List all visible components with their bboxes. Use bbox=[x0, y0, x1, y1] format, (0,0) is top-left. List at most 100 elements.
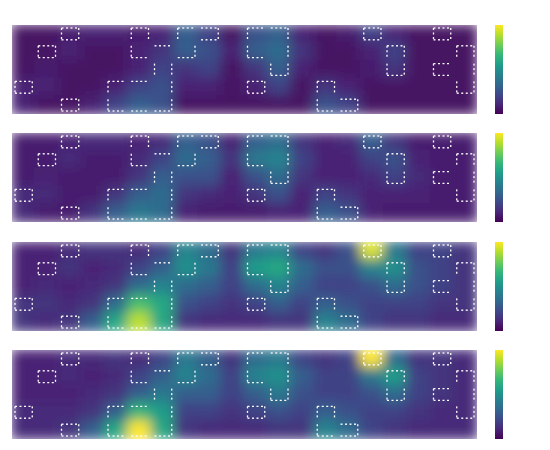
heat-cell bbox=[80, 185, 106, 206]
heat-cell bbox=[406, 258, 432, 279]
heatmap-panel bbox=[12, 350, 477, 439]
heat-cell bbox=[406, 242, 432, 261]
heat-cell bbox=[243, 59, 269, 80]
heat-cell bbox=[150, 350, 176, 369]
heat-cell bbox=[452, 77, 477, 98]
heat-cell bbox=[359, 185, 385, 206]
heat-cell bbox=[290, 149, 316, 170]
heat-cell bbox=[80, 350, 106, 369]
heat-cell bbox=[452, 25, 477, 44]
heat-cell bbox=[12, 402, 37, 423]
heat-cell bbox=[197, 258, 223, 279]
heat-cell bbox=[266, 350, 292, 369]
heat-cell bbox=[336, 312, 362, 331]
heat-cell bbox=[383, 276, 409, 297]
heat-cell bbox=[290, 41, 316, 62]
heat-cell bbox=[80, 420, 106, 439]
heat-cell bbox=[336, 95, 362, 114]
heat-cell bbox=[336, 402, 362, 423]
heat-cell bbox=[243, 402, 269, 423]
heat-cell bbox=[359, 312, 385, 331]
heat-cell bbox=[266, 402, 292, 423]
heat-cell bbox=[197, 276, 223, 297]
heat-cell bbox=[173, 312, 199, 331]
heat-cell bbox=[220, 59, 246, 80]
heat-cell bbox=[150, 25, 176, 44]
heat-cell bbox=[359, 420, 385, 439]
heat-cell bbox=[104, 167, 130, 188]
heat-cell bbox=[12, 203, 37, 222]
heat-cell bbox=[197, 95, 223, 114]
heat-cell bbox=[220, 41, 246, 62]
colorbar bbox=[495, 350, 503, 439]
heat-cell bbox=[57, 350, 83, 369]
heat-cell bbox=[429, 77, 455, 98]
heat-cell bbox=[452, 312, 477, 331]
heat-cell bbox=[336, 258, 362, 279]
heat-cell bbox=[12, 95, 37, 114]
heat-cell bbox=[266, 133, 292, 152]
heatmap-panel bbox=[12, 25, 477, 114]
heat-cell bbox=[150, 77, 176, 98]
heat-cell bbox=[290, 25, 316, 44]
heat-cell bbox=[127, 95, 153, 114]
heat-cell bbox=[429, 384, 455, 405]
heat-cell bbox=[220, 185, 246, 206]
heat-cell bbox=[104, 41, 130, 62]
heat-cell bbox=[57, 420, 83, 439]
heat-cell bbox=[313, 350, 339, 369]
heat-cell bbox=[290, 384, 316, 405]
heat-cell bbox=[57, 312, 83, 331]
heat-cell bbox=[290, 294, 316, 315]
heat-cell bbox=[104, 366, 130, 387]
heat-cell bbox=[12, 185, 37, 206]
heat-cell bbox=[243, 77, 269, 98]
heat-cell bbox=[173, 402, 199, 423]
heat-cell bbox=[12, 294, 37, 315]
heat-cell bbox=[80, 242, 106, 261]
heat-cell bbox=[383, 41, 409, 62]
heat-cell bbox=[359, 366, 385, 387]
heat-cell bbox=[452, 350, 477, 369]
heat-cell bbox=[290, 167, 316, 188]
heat-cell bbox=[290, 185, 316, 206]
heat-cell bbox=[406, 167, 432, 188]
heat-cell bbox=[104, 384, 130, 405]
heat-cell bbox=[197, 25, 223, 44]
heat-cell bbox=[34, 420, 60, 439]
heat-cell bbox=[220, 420, 246, 439]
heat-cell bbox=[12, 167, 37, 188]
cells bbox=[12, 133, 477, 222]
heat-cell bbox=[359, 77, 385, 98]
heat-cell bbox=[243, 133, 269, 152]
heat-cell bbox=[220, 258, 246, 279]
heat-cell bbox=[383, 294, 409, 315]
heat-cell bbox=[104, 133, 130, 152]
heat-cell bbox=[243, 312, 269, 331]
heat-cell bbox=[452, 41, 477, 62]
heat-cell bbox=[220, 294, 246, 315]
heat-cell bbox=[127, 77, 153, 98]
heat-cell bbox=[336, 384, 362, 405]
heat-cell bbox=[266, 242, 292, 261]
heat-cell bbox=[57, 258, 83, 279]
heat-cell bbox=[336, 242, 362, 261]
heat-cell bbox=[80, 149, 106, 170]
heat-cell bbox=[104, 420, 130, 439]
heat-cell bbox=[243, 384, 269, 405]
heat-cell bbox=[197, 366, 223, 387]
heat-cell bbox=[197, 41, 223, 62]
heat-cell bbox=[34, 384, 60, 405]
heat-cell bbox=[12, 133, 37, 152]
heat-cell bbox=[336, 167, 362, 188]
heat-cell bbox=[173, 294, 199, 315]
heat-cell bbox=[80, 258, 106, 279]
heat-cell bbox=[12, 77, 37, 98]
heat-cell bbox=[80, 59, 106, 80]
heat-cell bbox=[266, 77, 292, 98]
heat-cell bbox=[336, 276, 362, 297]
heat-cell bbox=[80, 95, 106, 114]
heat-cell bbox=[336, 203, 362, 222]
heat-cell bbox=[336, 25, 362, 44]
heat-cell bbox=[383, 149, 409, 170]
